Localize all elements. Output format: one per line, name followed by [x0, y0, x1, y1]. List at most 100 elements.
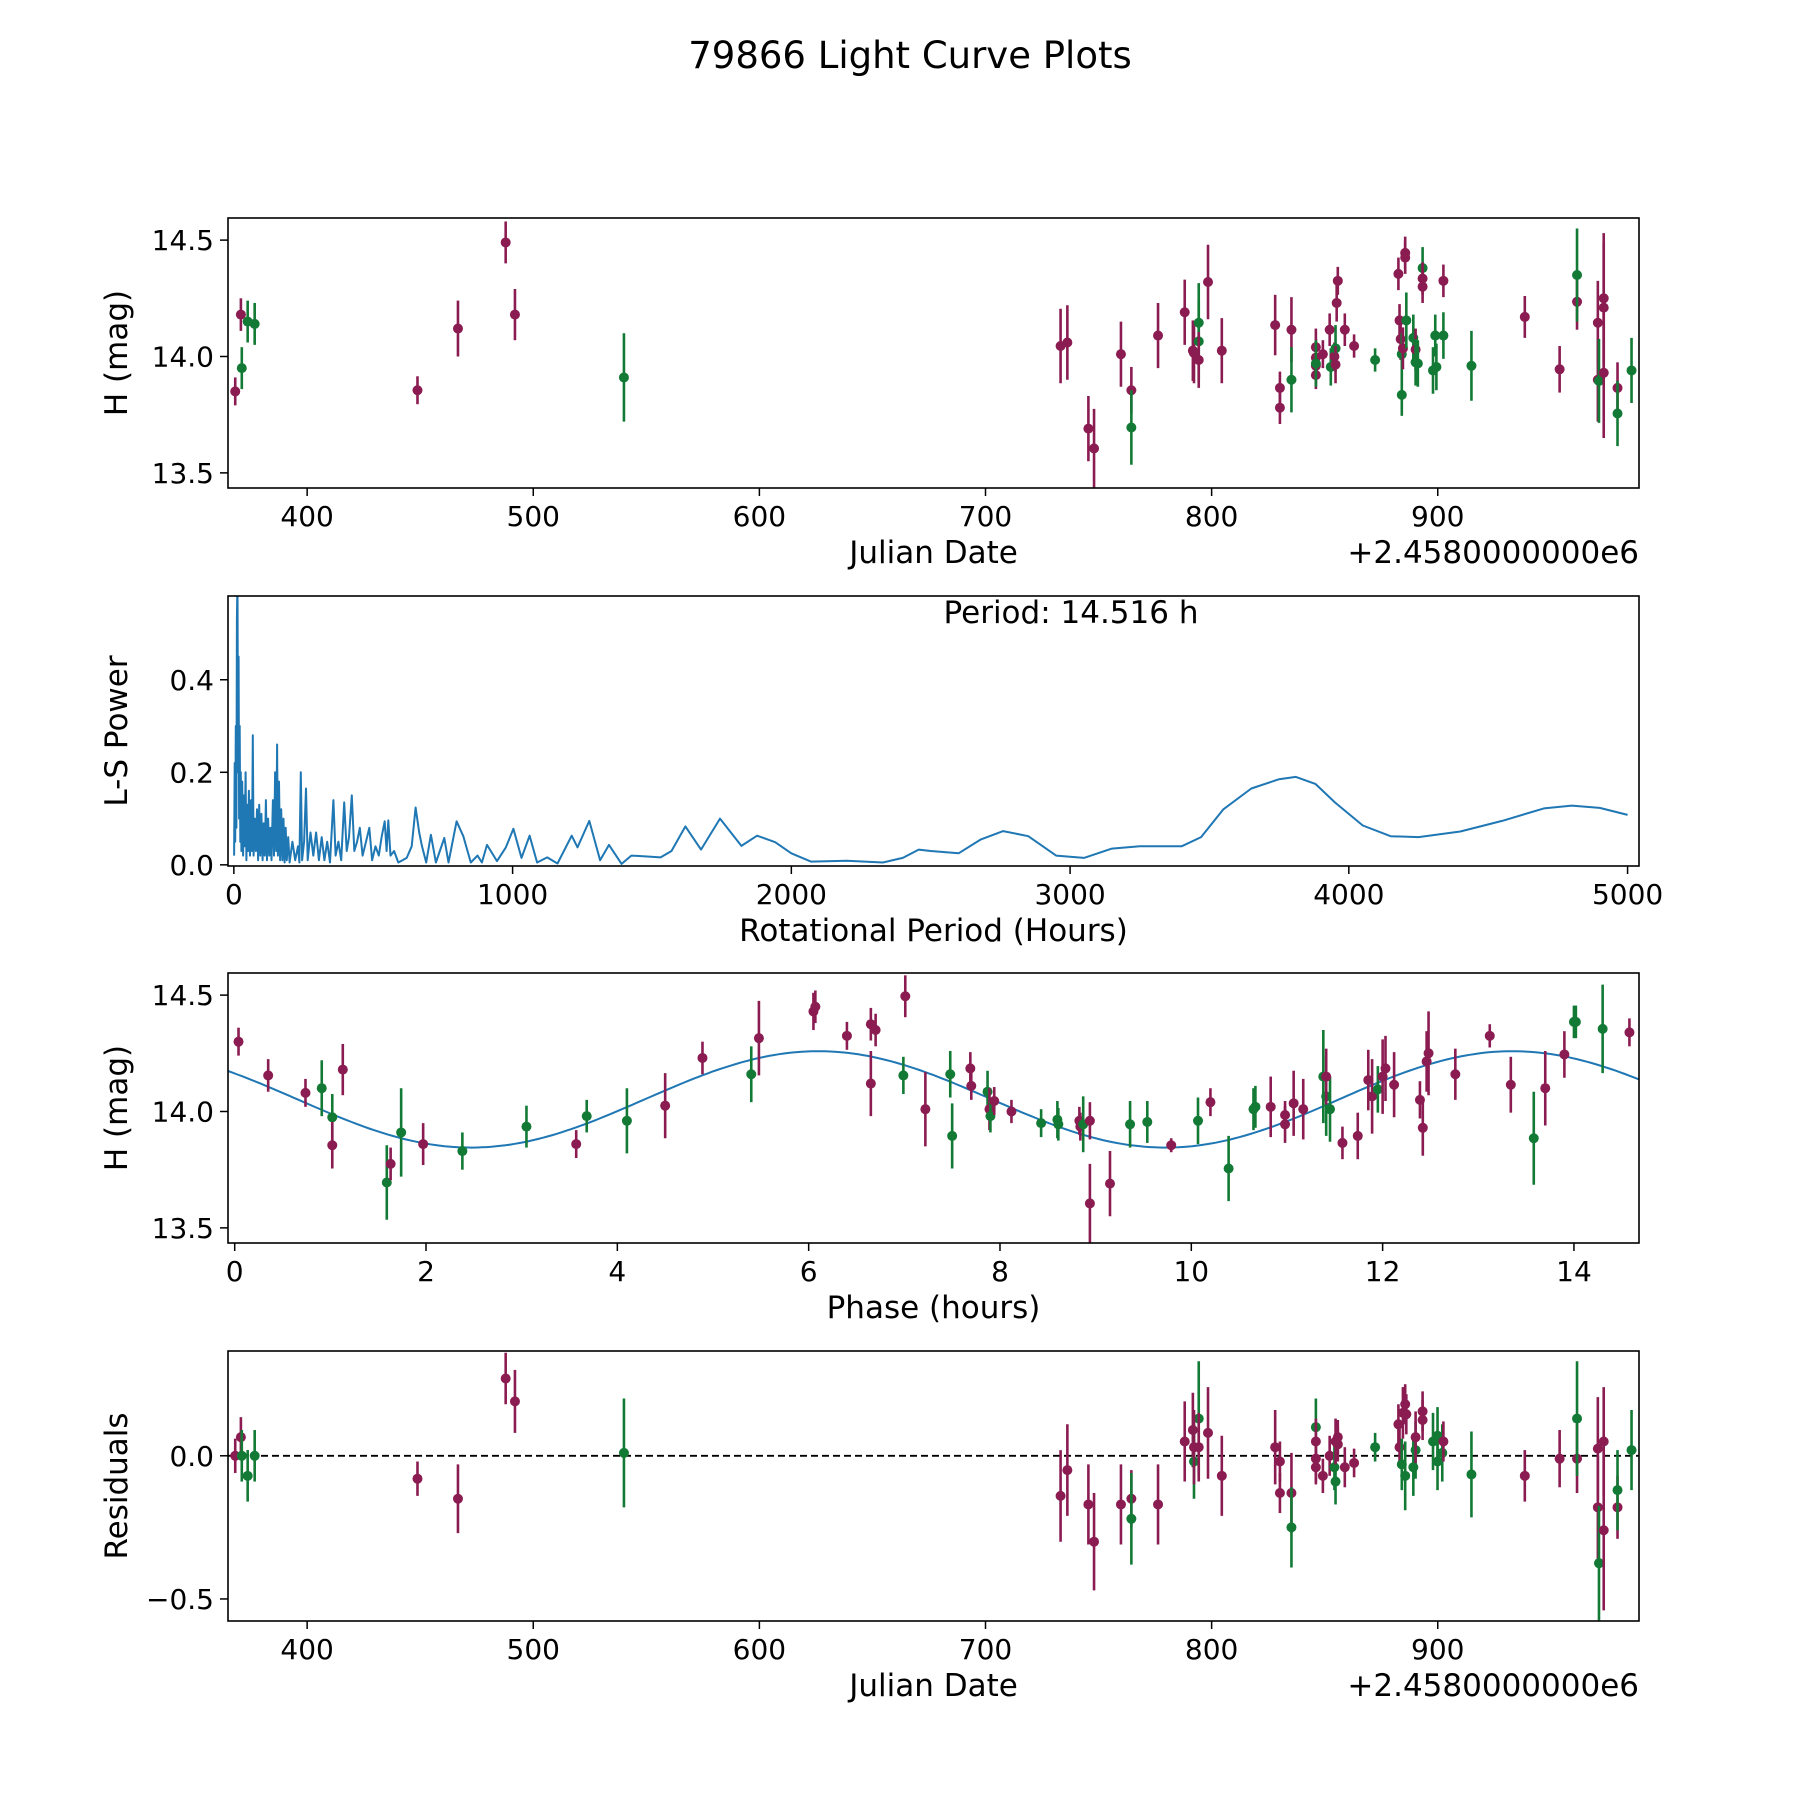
data-point [1598, 1450, 1609, 1611]
data-point [452, 1464, 463, 1534]
plot-area [230, 221, 1637, 488]
point-marker [1389, 1079, 1400, 1090]
point-marker [1324, 324, 1335, 335]
data-point [1280, 1101, 1291, 1129]
point-marker [1193, 1115, 1204, 1126]
data-point [452, 300, 463, 357]
point-marker [1036, 1118, 1047, 1129]
point-marker [1396, 389, 1407, 400]
data-point [1193, 332, 1204, 388]
data-point [1317, 1458, 1328, 1494]
point-marker [1142, 1116, 1153, 1127]
axes-frame [227, 595, 1640, 867]
x-tick-label: 400 [280, 1633, 333, 1666]
data-point [1142, 1101, 1153, 1143]
point-marker [841, 1030, 852, 1041]
point-marker [1115, 1499, 1126, 1510]
data-point [1288, 1070, 1299, 1136]
x-tick-label: 800 [1185, 1633, 1238, 1666]
data-point [509, 288, 520, 341]
data-point [1417, 1391, 1428, 1432]
data-point [1083, 396, 1094, 462]
data-point [1337, 1126, 1348, 1160]
x-axis-label: Julian Date [847, 1668, 1018, 1704]
data-point [1412, 340, 1423, 387]
data-point [810, 990, 821, 1024]
point-marker [898, 1070, 909, 1081]
x-tick-label: 500 [507, 1633, 560, 1666]
point-marker [1083, 1499, 1094, 1510]
y-tick-label: 14.0 [152, 340, 214, 373]
point-marker [1332, 1439, 1343, 1450]
data-point [581, 1099, 592, 1133]
data-point [841, 1021, 852, 1050]
x-tick-label: 14 [1556, 1255, 1592, 1288]
data-point [1062, 1424, 1073, 1516]
point-marker [1089, 443, 1100, 454]
point-marker [1153, 330, 1164, 341]
data-point [1324, 313, 1335, 347]
point-marker [509, 1396, 520, 1407]
point-marker [945, 1069, 956, 1080]
point-marker [1352, 1130, 1363, 1141]
point-marker [1166, 1140, 1177, 1151]
point-marker [1528, 1133, 1539, 1144]
point-marker [618, 1447, 629, 1458]
point-marker [235, 309, 246, 320]
data-point [1153, 1464, 1164, 1545]
point-marker [1410, 1432, 1421, 1443]
x-tick-label: 2 [417, 1255, 435, 1288]
x-tick-label: 2000 [756, 878, 827, 911]
data-point [521, 1105, 532, 1148]
data-point [1593, 1505, 1604, 1621]
y-tick-label: 13.5 [152, 457, 214, 490]
data-point [1417, 1099, 1428, 1156]
figure-title: 79866 Light Curve Plots [688, 34, 1132, 77]
point-marker [1349, 1457, 1360, 1468]
data-point [618, 333, 629, 422]
data-point [1400, 1441, 1411, 1511]
data-point [1352, 1112, 1363, 1160]
point-marker [1332, 275, 1343, 286]
point-marker [1372, 1084, 1383, 1095]
point-marker [500, 237, 511, 248]
plot-area [228, 975, 1639, 1243]
point-marker [1216, 1470, 1227, 1481]
data-point [1125, 1101, 1136, 1148]
point-marker [1624, 1027, 1635, 1038]
data-point [985, 1099, 996, 1133]
point-marker [1401, 315, 1412, 326]
y-tick-label: 0.2 [169, 756, 214, 789]
data-point [1370, 1432, 1381, 1462]
data-point [249, 302, 260, 345]
data-point [327, 1121, 338, 1169]
data-point [500, 1352, 511, 1405]
point-marker [1188, 348, 1199, 358]
point-marker [316, 1083, 327, 1094]
point-marker [746, 1069, 757, 1080]
data-point [1612, 1450, 1623, 1531]
point-marker [249, 1450, 260, 1461]
data-point [1179, 1401, 1190, 1482]
point-marker [1592, 317, 1603, 328]
periodogram-panel: Period: 14.516 h 0 1000 2000 3000 4000 5000 0.0… [99, 595, 1663, 949]
data-point [1393, 257, 1404, 291]
data-point [1432, 1432, 1443, 1491]
point-marker [1216, 345, 1227, 356]
y-tick-label: 14.0 [152, 1095, 214, 1128]
point-marker [1083, 423, 1094, 434]
point-marker [1286, 1522, 1297, 1533]
point-marker [1519, 1470, 1530, 1481]
data-point [1321, 1048, 1332, 1105]
point-marker [1053, 1119, 1064, 1130]
point-marker [452, 323, 463, 334]
y-tick-label: 13.5 [152, 1212, 214, 1245]
point-marker [753, 1033, 764, 1044]
data-point [660, 1073, 671, 1139]
point-marker [1438, 275, 1449, 286]
point-marker [1006, 1106, 1017, 1117]
data-point [263, 1059, 274, 1092]
data-point [1062, 305, 1073, 380]
x-tick-label: 0 [225, 878, 243, 911]
data-point [1126, 1472, 1137, 1565]
